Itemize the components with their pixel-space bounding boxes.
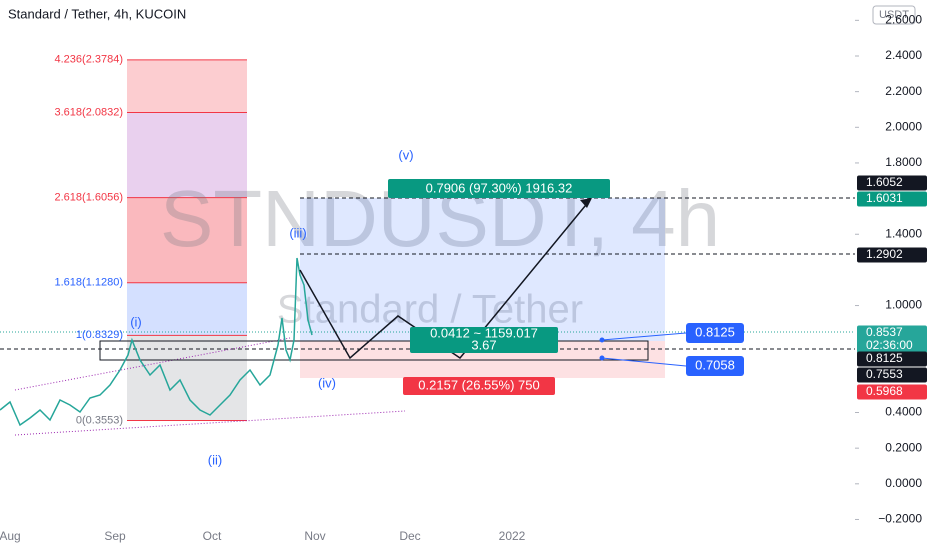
y-tick-label: 2.0000 bbox=[885, 119, 922, 133]
callout-line bbox=[601, 332, 687, 341]
fib-label: 1(0.8329) bbox=[76, 329, 123, 341]
price-tag-label: 0.8125 bbox=[866, 351, 903, 365]
wave-label: (ii) bbox=[208, 452, 222, 467]
currency-button[interactable] bbox=[872, 5, 916, 25]
callout-line bbox=[601, 357, 687, 367]
y-tick-label: 0.0000 bbox=[885, 476, 922, 490]
projection-path bbox=[299, 199, 591, 360]
price-tag-label: 1.6052 bbox=[866, 175, 903, 189]
x-tick-label: 2022 bbox=[499, 529, 526, 543]
x-tick-label: Nov bbox=[304, 529, 325, 543]
y-tick-label: 0.4000 bbox=[885, 405, 922, 419]
price-tag-label: 1.2902 bbox=[866, 247, 903, 261]
header-title: Standard / Tether, 4h, KUCOIN bbox=[8, 6, 186, 21]
price-tag bbox=[857, 384, 927, 400]
y-tick-label: 2.6000 bbox=[885, 13, 922, 27]
callout-dot bbox=[599, 355, 605, 361]
fib-bands bbox=[127, 59, 247, 421]
wave-label: (v) bbox=[398, 147, 413, 162]
x-tick-label: Aug bbox=[0, 529, 21, 543]
stop-label: 0.2157 (26.55%) 750 bbox=[418, 377, 539, 392]
wave-label: (i) bbox=[130, 314, 142, 329]
price-tag bbox=[857, 175, 927, 191]
y-tick-label: 1.8000 bbox=[885, 155, 922, 169]
price-tag bbox=[857, 367, 927, 383]
countdown: 02:36:00 bbox=[866, 338, 913, 352]
price-tag bbox=[857, 325, 927, 354]
y-tick-label: −0.2000 bbox=[878, 512, 922, 526]
price-tag bbox=[857, 247, 927, 263]
callout-box bbox=[686, 356, 744, 376]
target-label-box bbox=[388, 179, 610, 198]
range-box bbox=[99, 340, 649, 361]
y-tick-label: 1.0000 bbox=[885, 298, 922, 312]
y-tick-label: 2.4000 bbox=[885, 48, 922, 62]
fib-label: 2.618(1.6056) bbox=[55, 192, 124, 204]
fib-band bbox=[127, 282, 247, 336]
entry-label-box bbox=[410, 327, 558, 353]
price-tag-label: 0.7553 bbox=[866, 367, 903, 381]
y-tick-label: 1.4000 bbox=[885, 226, 922, 240]
price-tag-label: 1.6031 bbox=[866, 191, 903, 205]
target-zone bbox=[300, 198, 665, 341]
y-tick-label: 0.2000 bbox=[885, 440, 922, 454]
currency-label: USDT bbox=[879, 9, 909, 21]
time-axis-bg bbox=[0, 525, 855, 550]
x-tick-label: Oct bbox=[203, 529, 222, 543]
y-tick-label: 2.2000 bbox=[885, 84, 922, 98]
price-axis-bg bbox=[855, 0, 932, 550]
wave-label: (iii) bbox=[289, 225, 306, 240]
trend-line bbox=[14, 410, 406, 436]
callout-label: 0.8125 bbox=[695, 324, 735, 339]
target-label: 0.7906 (97.30%) 1916.32 bbox=[426, 180, 573, 195]
price-tag bbox=[857, 191, 927, 207]
fib-band bbox=[127, 197, 247, 283]
wave-label: (iv) bbox=[318, 375, 336, 390]
fib-band bbox=[127, 335, 247, 421]
callout-box bbox=[686, 323, 744, 343]
price-tag-label: 0.8537 bbox=[866, 325, 903, 339]
entry-label: 0.0412 ~ 1159.017 bbox=[430, 325, 538, 340]
fib-label: 1.618(1.1280) bbox=[55, 277, 124, 289]
callout-dot bbox=[599, 337, 605, 343]
fib-band bbox=[127, 112, 247, 198]
price-tag bbox=[857, 351, 927, 367]
fib-label: 4.236(2.3784) bbox=[55, 54, 124, 66]
price-tag-label: 0.5968 bbox=[866, 384, 903, 398]
fib-label: 0(0.3553) bbox=[76, 414, 123, 426]
stop-label-box bbox=[403, 377, 555, 395]
watermark-name: Standard / Tether bbox=[277, 288, 583, 332]
arrow-head bbox=[580, 198, 592, 208]
ratio-label: 3.67 bbox=[471, 337, 496, 352]
callout-label: 0.7058 bbox=[695, 357, 735, 372]
x-tick-label: Sep bbox=[104, 529, 126, 543]
fib-band bbox=[127, 59, 247, 113]
price-path bbox=[0, 257, 313, 427]
x-tick-label: Dec bbox=[399, 529, 420, 543]
fib-label: 3.618(2.0832) bbox=[55, 106, 124, 118]
